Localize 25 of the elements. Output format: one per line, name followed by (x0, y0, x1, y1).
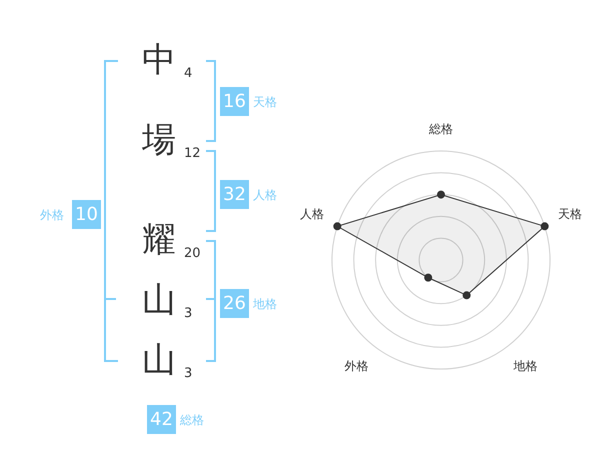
category-label: 中 (141, 40, 177, 80)
spoke-label: 地格 (512, 358, 538, 373)
text: 人格 (253, 187, 277, 204)
data-label: 20 (184, 246, 202, 261)
spoke-label: 人格 (300, 206, 324, 221)
spoke-label: 天格 (558, 206, 582, 221)
text: 32 (220, 180, 249, 209)
data-label: 4 (184, 66, 194, 81)
category-label: 山 (141, 280, 177, 320)
text: 42 (147, 405, 176, 434)
text: 総格 (180, 412, 204, 429)
category-label: 山 (141, 340, 177, 380)
data-label: 3 (184, 306, 194, 321)
text: 天格 (253, 94, 277, 111)
spoke-label: 総格 (428, 122, 453, 136)
text: 26 (220, 289, 249, 318)
category-label: 耀 (141, 220, 177, 260)
text: 外格 (40, 207, 64, 224)
category-label: 場 (141, 120, 177, 160)
text: 10 (72, 200, 101, 229)
text: 16 (220, 87, 249, 116)
spoke-label: 外格 (344, 358, 369, 373)
data-label: 12 (184, 146, 202, 161)
text: 地格 (253, 296, 277, 313)
data-label: 3 (184, 366, 194, 381)
